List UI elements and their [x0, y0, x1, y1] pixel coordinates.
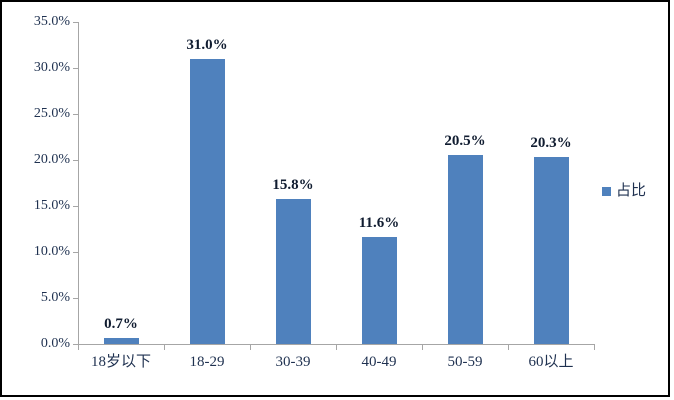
bar-value-label: 20.5% — [444, 133, 486, 150]
x-tick-mark — [78, 345, 79, 350]
y-tick-mark — [73, 344, 78, 345]
legend-label: 占比 — [616, 183, 647, 199]
y-tick-mark — [73, 298, 78, 299]
y-axis-tick-label: 30.0% — [33, 60, 70, 75]
x-axis-category-label: 40-49 — [361, 354, 397, 370]
bar-value-label: 15.8% — [272, 176, 314, 193]
y-axis-line — [78, 22, 79, 344]
legend: 占比 — [602, 183, 646, 199]
y-tick-mark — [73, 206, 78, 207]
y-tick-mark — [73, 68, 78, 69]
bar-60以上 — [533, 157, 569, 344]
bar-value-label: 11.6% — [358, 215, 400, 232]
bar-18岁以下 — [103, 337, 139, 344]
x-tick-mark — [250, 345, 251, 350]
bar-30-39 — [275, 198, 311, 344]
x-tick-mark — [164, 345, 165, 350]
bar-value-label: 20.3% — [530, 135, 572, 152]
x-axis-line — [78, 344, 595, 345]
x-tick-mark — [336, 345, 337, 350]
y-axis-tick-label: 10.0% — [33, 244, 70, 259]
x-tick-mark — [594, 345, 595, 350]
x-tick-mark — [508, 345, 509, 350]
x-axis-category-label: 18岁以下 — [90, 354, 151, 370]
y-axis-tick-label: 0.0% — [40, 336, 70, 351]
x-axis-category-label: 50-59 — [447, 354, 483, 370]
bar-value-label: 0.7% — [104, 315, 138, 332]
y-axis-tick-label: 5.0% — [40, 290, 70, 305]
bar-value-label: 31.0% — [186, 36, 228, 53]
bar-40-49 — [361, 237, 397, 344]
x-axis-category-label: 60以上 — [528, 354, 574, 370]
x-axis-category-label: 30-39 — [275, 354, 311, 370]
x-axis-category-label: 18-29 — [189, 354, 225, 370]
bar-50-59 — [447, 155, 483, 344]
y-axis-tick-label: 25.0% — [33, 106, 70, 121]
y-axis-tick-label: 15.0% — [33, 198, 70, 213]
x-tick-mark — [422, 345, 423, 350]
y-axis-tick-label: 35.0% — [33, 14, 70, 29]
y-tick-mark — [73, 22, 78, 23]
bar-18-29 — [189, 58, 225, 344]
y-tick-mark — [73, 114, 78, 115]
y-axis-tick-label: 20.0% — [33, 152, 70, 167]
y-tick-mark — [73, 160, 78, 161]
legend-swatch-icon — [602, 186, 611, 196]
y-tick-mark — [73, 252, 78, 253]
